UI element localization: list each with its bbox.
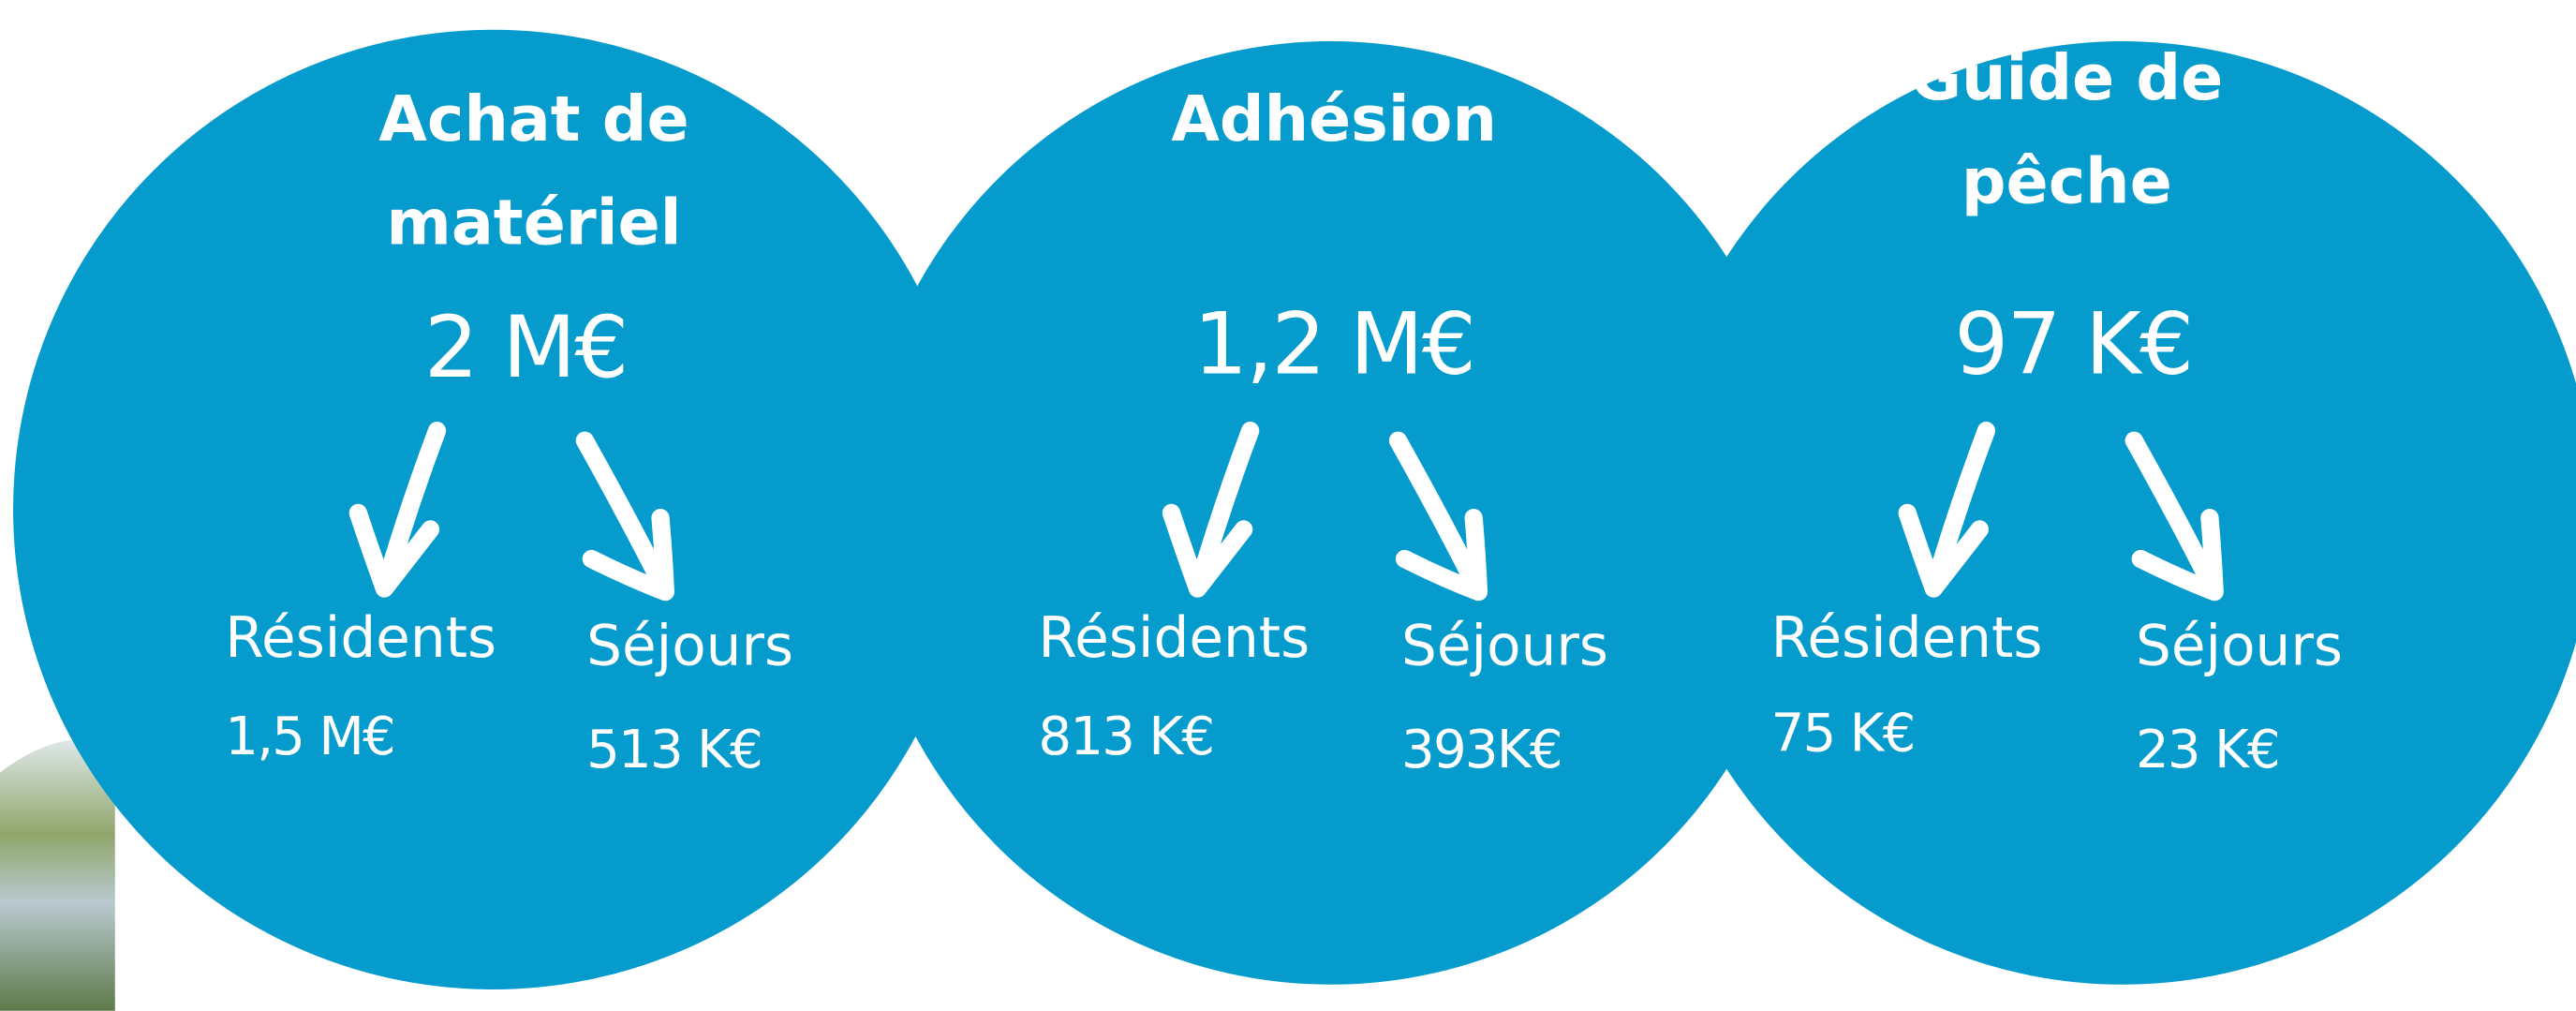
- residents-label: Résidents: [1771, 606, 2043, 671]
- residents-label: Résidents: [1038, 606, 1310, 671]
- total: 2 M€: [424, 297, 628, 397]
- arrow-right: [2124, 431, 2224, 602]
- sejours-label: Séjours: [2136, 615, 2343, 679]
- arrow-right: [575, 431, 674, 602]
- total: 1,2 M€: [1193, 294, 1474, 394]
- circle-content: Achat de matériel 2 M€ Résidents 1,5 M€ Séjou…: [225, 82, 793, 781]
- sejours-value: 393K€: [1401, 720, 1562, 781]
- sejours-value: 23 K€: [2136, 720, 2279, 781]
- arrow-left: [348, 422, 447, 598]
- total: 97 K€: [1954, 294, 2192, 394]
- circle-title: Achat de: [378, 82, 688, 156]
- circle-content: Adhésion 1,2 M€ Résidents 813 K€ Séjours 393K…: [1038, 82, 1608, 781]
- sejours-label: Séjours: [1401, 615, 1608, 679]
- circles: Achat de matériel 2 M€ Résidents 1,5 M€ Séjou…: [13, 29, 2576, 990]
- arrow-left: [1898, 422, 1996, 598]
- residents-value: 813 K€: [1038, 706, 1213, 767]
- residents-value: 75 K€: [1771, 704, 1915, 765]
- circle-title: matériel: [386, 186, 681, 259]
- photo: [0, 739, 115, 1011]
- circle: [1651, 41, 2576, 985]
- arrow-right: [1388, 431, 1488, 602]
- circle: [859, 41, 1802, 985]
- circle-title: Adhésion: [1171, 82, 1497, 156]
- sejours-value: 513 K€: [586, 720, 762, 781]
- residents-label: Résidents: [225, 606, 496, 671]
- circle-content: Guide de pêche 97 K€ Résidents 75 K€ Séjours 2…: [1771, 41, 2343, 781]
- sejours-label: Séjours: [586, 615, 793, 679]
- circle-title: pêche: [1962, 144, 2172, 217]
- residents-value: 1,5 M€: [225, 706, 394, 767]
- arrow-left: [1162, 422, 1260, 598]
- circle: [13, 29, 973, 990]
- circle-title: Guide de: [1910, 41, 2223, 114]
